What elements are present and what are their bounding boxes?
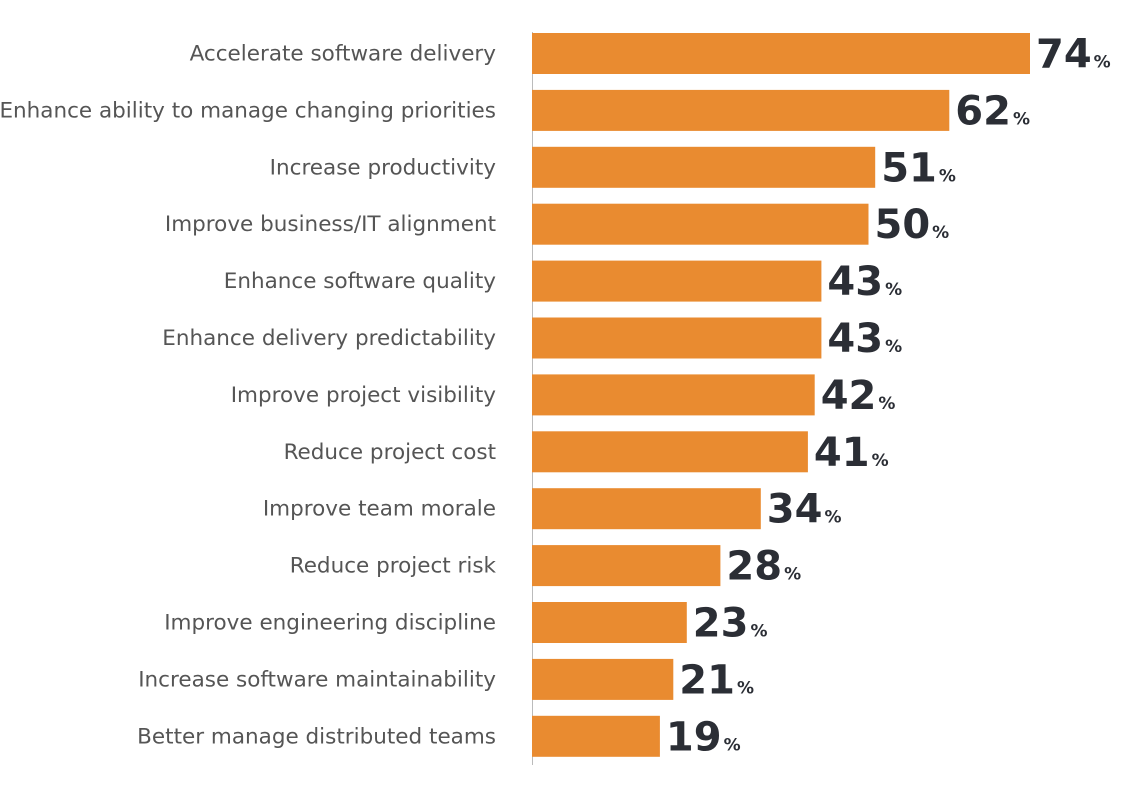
category-label: Better manage distributed teams [137, 724, 496, 749]
bar [532, 602, 687, 643]
data-label-unit: % [784, 565, 801, 585]
data-label-unit: % [939, 166, 956, 186]
category-label: Reduce project risk [290, 554, 497, 579]
data-label-unit: % [1094, 53, 1111, 73]
bar [532, 658, 674, 700]
data-label-value: 41 [814, 430, 870, 476]
data-label-value: 51 [881, 145, 937, 191]
bar [532, 260, 822, 302]
category-label: Enhance ability to manage changing prior… [0, 98, 496, 123]
data-label: 74% [1036, 32, 1111, 78]
data-label-unit: % [824, 508, 841, 528]
data-label-unit: % [737, 678, 754, 698]
bar [532, 545, 721, 587]
data-label-unit: % [750, 622, 767, 642]
data-label: 43% [827, 316, 902, 362]
category-label: Reduce project cost [284, 440, 496, 465]
category-label: Enhance software quality [224, 269, 497, 294]
data-label-value: 43 [827, 316, 883, 362]
data-label-unit: % [878, 394, 895, 414]
data-label: 34% [767, 487, 842, 533]
data-label-value: 23 [693, 601, 749, 647]
data-label: 51% [881, 145, 956, 191]
data-label-value: 42 [821, 373, 877, 419]
data-label: 28% [726, 544, 801, 590]
category-label: Improve business/IT alignment [165, 212, 496, 237]
data-label-unit: % [724, 735, 741, 755]
category-label: Accelerate software delivery [190, 42, 497, 67]
bar [532, 431, 808, 473]
data-label-value: 43 [827, 259, 883, 305]
category-label: Improve engineering discipline [164, 611, 496, 636]
category-label: Increase software maintainability [138, 667, 496, 692]
data-label: 23% [693, 601, 768, 647]
category-label: Improve team morale [263, 497, 496, 522]
data-label-value: 28 [726, 544, 782, 590]
data-label: 21% [679, 657, 754, 703]
data-label: 41% [814, 430, 889, 476]
category-label: Improve project visibility [231, 383, 497, 408]
data-label-unit: % [1013, 109, 1030, 129]
bar [532, 203, 869, 245]
data-label-unit: % [885, 337, 902, 357]
bar [532, 715, 660, 757]
bar [532, 146, 876, 188]
category-label: Increase productivity [270, 155, 497, 180]
data-label: 42% [821, 373, 896, 419]
data-label: 62% [955, 88, 1030, 134]
bar [532, 317, 822, 359]
data-label: 19% [666, 714, 741, 760]
data-label-value: 50 [875, 202, 931, 248]
bar [532, 33, 1030, 74]
bar [532, 89, 950, 131]
data-label-value: 34 [767, 487, 823, 533]
data-label-unit: % [872, 451, 889, 471]
data-label: 50% [875, 202, 950, 248]
data-label-value: 62 [955, 88, 1011, 134]
data-label: 43% [827, 259, 902, 305]
data-label-unit: % [932, 223, 949, 243]
bar [532, 488, 761, 530]
data-label-value: 19 [666, 714, 722, 760]
data-label-value: 21 [679, 657, 735, 703]
data-label-value: 74 [1036, 32, 1092, 78]
data-label-unit: % [885, 280, 902, 300]
category-label: Enhance delivery predictability [162, 326, 496, 351]
bar [532, 374, 815, 416]
